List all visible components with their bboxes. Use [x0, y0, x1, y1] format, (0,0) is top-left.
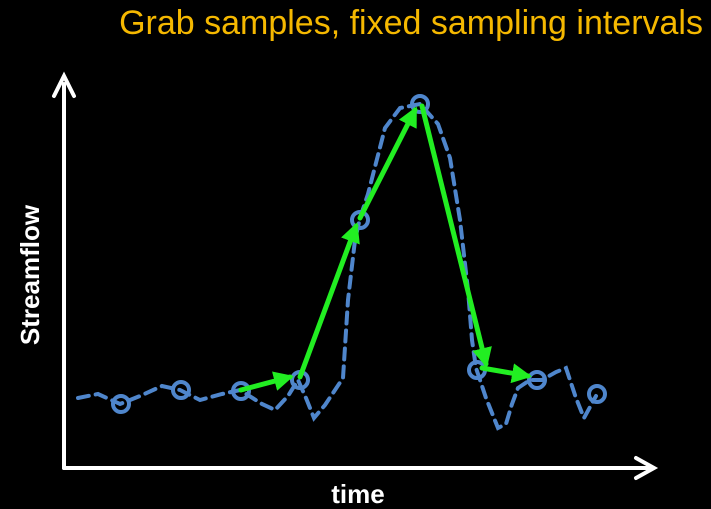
arrow-segment — [479, 363, 532, 384]
sample-point — [350, 210, 370, 230]
slide-title: Grab samples, fixed sampling intervals — [119, 4, 703, 42]
axes — [52, 71, 659, 480]
arrow-segment — [419, 103, 492, 368]
y-axis-label: Streamflow — [15, 204, 45, 345]
arrow-segment — [297, 222, 360, 380]
arrow-segment — [357, 106, 418, 221]
sample-point — [171, 380, 191, 400]
sample-point — [111, 394, 131, 414]
sample-point — [587, 384, 607, 404]
y-axis-arrowhead — [52, 71, 76, 98]
hydrograph-dashed-curve — [76, 101, 598, 431]
x-axis-arrowhead — [634, 456, 659, 480]
sample-markers — [111, 94, 607, 414]
arrow-segment — [238, 371, 294, 393]
sample-point — [231, 381, 251, 401]
x-axis-label: time — [331, 479, 384, 509]
sample-point — [410, 94, 430, 114]
sample-arrows — [238, 103, 532, 393]
